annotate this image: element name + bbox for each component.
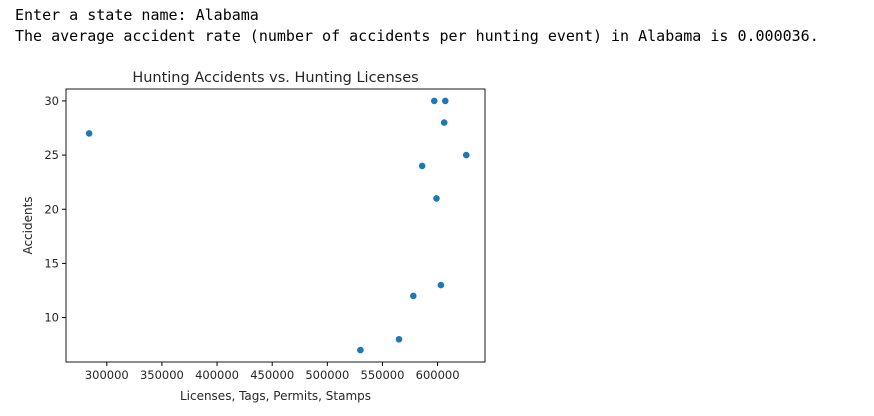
console-prompt-line: Enter a state name: Alabama bbox=[15, 6, 259, 24]
scatter-point bbox=[437, 281, 445, 289]
scatter-point bbox=[442, 97, 449, 105]
scatter-point bbox=[430, 97, 438, 105]
chart-title: Hunting Accidents vs. Hunting Licenses bbox=[132, 70, 418, 86]
x-tick-label: 450000 bbox=[250, 368, 294, 382]
points-layer bbox=[85, 97, 470, 354]
console-result-line: The average accident rate (number of acc… bbox=[15, 27, 819, 45]
y-tick-label: 25 bbox=[44, 148, 59, 162]
plot-frame bbox=[65, 88, 486, 363]
scatter-point bbox=[462, 151, 470, 159]
y-axis-label: Accidents bbox=[21, 196, 35, 254]
y-tick-label: 30 bbox=[44, 94, 59, 108]
scatter-point bbox=[418, 162, 426, 170]
scatter-point bbox=[357, 346, 364, 354]
x-tick-label: 550000 bbox=[361, 368, 405, 382]
tick-layer: 300000 350000 400000 450000 500000 550000 6000… bbox=[44, 94, 459, 382]
scatter-point bbox=[440, 119, 448, 126]
x-tick-label: 600000 bbox=[416, 368, 460, 382]
x-axis-label: Licenses, Tags, Permits, Stamps bbox=[180, 389, 371, 403]
y-tick-label: 10 bbox=[44, 311, 59, 325]
scatter-point bbox=[433, 195, 440, 202]
y-tick-label: 20 bbox=[44, 202, 59, 216]
x-tick-label: 300000 bbox=[85, 368, 129, 382]
y-tick-label: 15 bbox=[44, 256, 59, 270]
x-tick-label: 500000 bbox=[305, 368, 349, 382]
scatter-chart: 300000 350000 400000 450000 500000 550000 6000… bbox=[21, 70, 486, 403]
scatter-point bbox=[410, 292, 417, 300]
x-tick-label: 350000 bbox=[140, 368, 184, 382]
scatter-point bbox=[85, 130, 93, 137]
x-tick-label: 400000 bbox=[195, 368, 239, 382]
scatter-point bbox=[395, 335, 403, 343]
